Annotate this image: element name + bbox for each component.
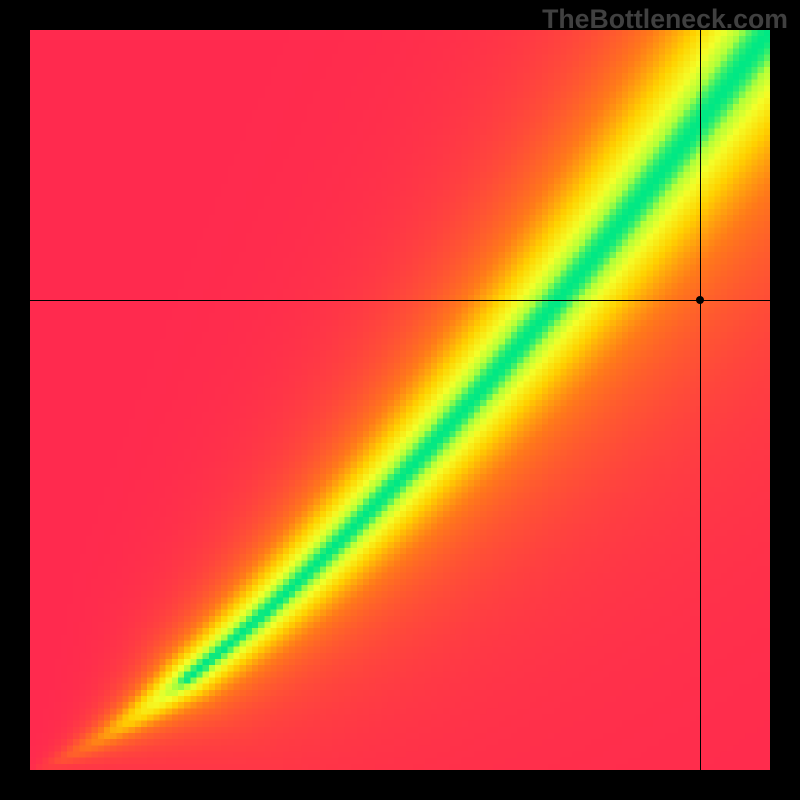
marker-dot	[696, 296, 704, 304]
chart-container: TheBottleneck.com	[0, 0, 800, 800]
crosshair-vertical	[700, 30, 701, 770]
watermark-text: TheBottleneck.com	[542, 4, 788, 35]
plot-area	[30, 30, 770, 770]
crosshair-horizontal	[30, 300, 770, 301]
heatmap-canvas	[30, 30, 770, 770]
